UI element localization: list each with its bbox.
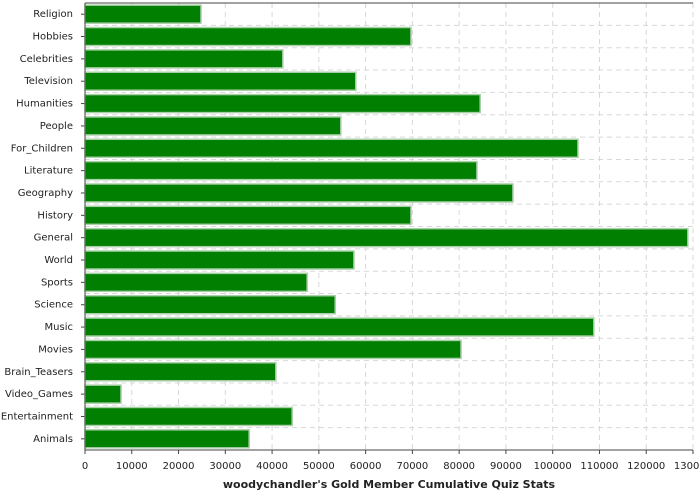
x-tick-label: 50000 [303,461,335,472]
bar [84,294,336,315]
x-tick-label: 10000 [116,461,148,472]
x-tick-label: 110000 [580,461,618,472]
bar [84,339,462,360]
y-tick-label: Television [23,76,73,87]
bar [84,138,579,159]
bar [84,429,250,449]
bar [84,4,202,24]
bar [84,362,277,382]
y-tick-label: Entertainment [1,411,73,422]
y-tick-label: Music [45,322,73,333]
x-tick-label: 40000 [256,461,288,472]
y-tick-label: For_Children [11,143,73,154]
y-tick-label: History [37,210,73,221]
x-tick-label: 0 [82,461,88,472]
y-tick-label: World [44,255,73,266]
y-tick-label: Video_Games [5,389,73,400]
bar [84,183,514,203]
bar [84,205,412,226]
x-tick-label: 70000 [396,461,428,472]
bar [84,160,478,181]
y-tick-label: Brain_Teasers [4,367,73,378]
x-tick-label: 90000 [490,461,522,472]
y-tick-label: Animals [33,434,73,445]
bar [84,49,284,69]
y-tick-label: Sports [41,277,73,288]
bar [84,93,481,114]
y-tick-label: Literature [24,166,73,177]
y-tick-label: Science [34,300,73,311]
y-tick-label: Movies [38,344,73,355]
bar [84,227,689,248]
y-tick-label: People [40,121,73,132]
bar [84,26,412,47]
bar [84,250,355,270]
x-tick-label: 20000 [163,461,195,472]
x-tick-label: 60000 [350,461,382,472]
y-tick-label: Religion [33,9,73,20]
y-tick-label: Humanities [16,99,73,110]
y-tick-label: Geography [18,188,73,199]
x-tick-label: 130000 [674,461,700,472]
y-tick-label: Celebrities [20,54,73,65]
y-tick-label: General [34,233,73,244]
bar [84,317,595,337]
bar [84,71,357,91]
x-tick-label: 100000 [534,461,572,472]
x-tick-label: 30000 [209,461,241,472]
y-tick-label: Hobbies [33,32,73,43]
x-tick-label: 120000 [627,461,665,472]
bar [84,116,342,136]
x-axis-title: woodychandler's Gold Member Cumulative Q… [223,478,556,491]
bar [84,384,122,404]
x-tick-label: 80000 [443,461,475,472]
bar [84,406,293,427]
bar [84,272,308,293]
